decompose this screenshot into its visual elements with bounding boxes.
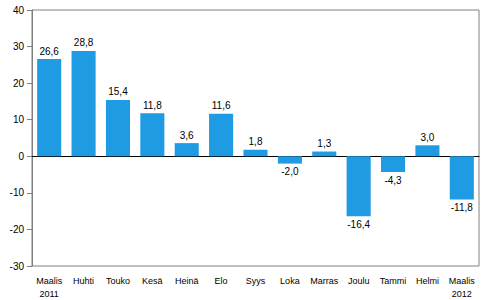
svg-text:0: 0 (18, 151, 24, 162)
svg-text:Maalis: Maalis (36, 276, 63, 286)
svg-text:1,8: 1,8 (249, 136, 263, 147)
svg-text:-30: -30 (10, 261, 25, 272)
svg-text:15,4: 15,4 (108, 86, 128, 97)
svg-text:-4,3: -4,3 (384, 175, 402, 186)
svg-text:Marras: Marras (310, 276, 339, 286)
svg-text:-16,4: -16,4 (347, 219, 370, 230)
svg-text:30: 30 (13, 41, 25, 52)
svg-text:3,0: 3,0 (420, 132, 434, 143)
svg-text:20: 20 (13, 78, 25, 89)
svg-text:3,6: 3,6 (180, 130, 194, 141)
svg-text:-2,0: -2,0 (281, 166, 299, 177)
svg-text:2012: 2012 (452, 289, 472, 299)
svg-text:11,8: 11,8 (143, 100, 162, 111)
svg-text:Loka: Loka (280, 276, 300, 286)
svg-text:11,6: 11,6 (212, 100, 231, 111)
svg-text:Huhti: Huhti (73, 276, 94, 286)
svg-text:Touko: Touko (106, 276, 130, 286)
svg-text:40: 40 (13, 5, 25, 16)
svg-text:Kesä: Kesä (142, 276, 163, 286)
svg-text:1,3: 1,3 (317, 138, 331, 149)
svg-text:10: 10 (13, 114, 25, 125)
svg-text:-10: -10 (10, 187, 25, 198)
svg-text:-11,8: -11,8 (451, 202, 473, 213)
svg-text:Helmi: Helmi (416, 276, 439, 286)
svg-text:26,6: 26,6 (39, 46, 59, 57)
svg-text:Joulu: Joulu (348, 276, 370, 286)
svg-text:Syys: Syys (246, 276, 266, 286)
svg-text:Heinä: Heinä (175, 276, 199, 286)
svg-text:28,8: 28,8 (74, 37, 94, 48)
svg-text:Maalis: Maalis (449, 276, 476, 286)
svg-text:-20: -20 (10, 224, 25, 235)
svg-text:Tammi: Tammi (380, 276, 407, 286)
svg-text:Elo: Elo (215, 276, 228, 286)
svg-text:2011: 2011 (40, 289, 59, 299)
